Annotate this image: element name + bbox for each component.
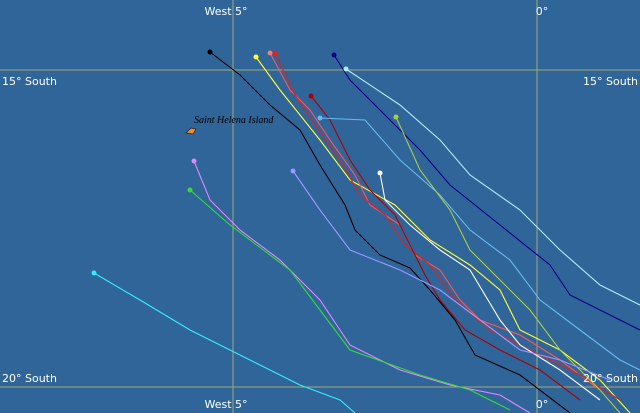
track xyxy=(93,272,356,413)
storm-tracks xyxy=(91,49,640,413)
track-start xyxy=(187,187,193,193)
track-start xyxy=(317,115,323,121)
track xyxy=(333,54,640,331)
island-shape xyxy=(185,127,197,135)
track-start xyxy=(207,49,213,55)
track-start xyxy=(290,168,296,174)
latitude-label: 20° South xyxy=(583,372,638,385)
track xyxy=(209,51,571,413)
island-label: Saint Helena Island xyxy=(194,115,274,126)
track-start xyxy=(308,93,314,99)
latitude-label: 15° South xyxy=(583,75,638,88)
longitude-label: 0° xyxy=(536,5,549,18)
track-start xyxy=(267,50,273,56)
longitude-label: West 5° xyxy=(204,5,247,18)
latitude-label: 20° South xyxy=(2,372,57,385)
track-start xyxy=(253,54,259,60)
track xyxy=(345,68,640,306)
track xyxy=(292,170,611,381)
track-start xyxy=(191,158,197,164)
track-start xyxy=(91,270,97,276)
track xyxy=(379,172,601,401)
latitude-label: 15° South xyxy=(2,75,57,88)
track xyxy=(395,116,621,413)
track-start xyxy=(343,66,349,72)
longitude-label: West 5° xyxy=(204,398,247,411)
track xyxy=(319,117,640,371)
track xyxy=(255,56,631,413)
track-start xyxy=(377,170,383,176)
longitude-label: 0° xyxy=(536,398,549,411)
track xyxy=(310,95,581,401)
track-start xyxy=(393,114,399,120)
track-start xyxy=(331,52,337,58)
track xyxy=(274,52,621,401)
track xyxy=(193,160,531,413)
track xyxy=(189,189,511,411)
track-start xyxy=(272,50,278,56)
